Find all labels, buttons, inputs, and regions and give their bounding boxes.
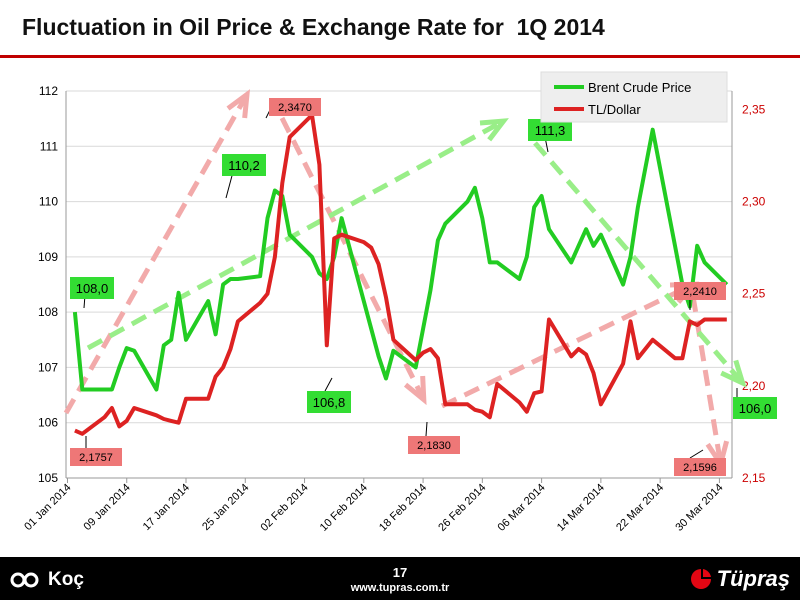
trend-arrow-green-down [533, 141, 742, 382]
tupras-mark-icon [690, 569, 711, 589]
y-right-tick-label: 2,15 [742, 471, 766, 485]
koc-logo-text: Koç [48, 569, 84, 590]
brent-data-label: 106,8 [313, 395, 346, 410]
data-label-leader [225, 171, 234, 199]
slide-title: Fluctuation in Oil Price & Exchange Rate… [22, 14, 605, 40]
title-underline [0, 55, 800, 58]
koc-infinity-icon [10, 572, 39, 588]
page-number: 17 [392, 565, 408, 580]
brent-crude-line [72, 127, 729, 392]
y-left-tick-label: 112 [39, 84, 58, 98]
tl-dollar-line [74, 113, 727, 436]
data-label-box [408, 436, 460, 454]
data-label-box [307, 391, 351, 413]
brent-data-label: 110,2 [228, 158, 260, 173]
data-labels: 108,0 110,2 106,8 111,3 106,0 2,1757 2,3470 2,1… [70, 98, 777, 476]
oil-fx-chart: 105 106 107 108 109 110 111 112 2,15 2,20 2,25 2,30… [0, 58, 800, 555]
y-left-tick-label: 105 [38, 471, 58, 485]
data-label-box [674, 458, 726, 476]
data-label-box [528, 119, 572, 141]
y-left-tick-label: 111 [40, 139, 59, 153]
y-left-tick-label: 109 [38, 250, 58, 264]
data-label-box [269, 98, 321, 116]
legend: Brent Crude Price TL/Dollar [540, 71, 728, 123]
trend-arrow-green-up [86, 120, 502, 351]
brent-data-label: 106,0 [739, 401, 772, 416]
y-right-tick-label: 2,35 [742, 102, 766, 116]
fx-data-label: 2,1596 [683, 462, 717, 474]
data-label-leader [324, 377, 333, 392]
data-label-box [733, 397, 777, 419]
data-label-box [70, 448, 122, 466]
data-label-box [674, 282, 726, 300]
tupras-logo-text: Tüpraş [716, 566, 790, 591]
data-label-leader [425, 421, 428, 437]
trend-arrow-red-down-head [403, 375, 427, 406]
brent-data-label: 108,0 [76, 281, 109, 296]
trend-arrow-green-up-head [479, 118, 509, 142]
legend-label-brent: Brent Crude Price [588, 80, 691, 95]
data-label-box [70, 277, 114, 299]
koc-logo: Koç [8, 568, 84, 592]
y-left-tick-label: 107 [38, 360, 58, 374]
legend-box [540, 71, 728, 123]
fx-data-label: 2,2410 [683, 286, 717, 298]
y-right-tick-label: 2,25 [742, 287, 766, 301]
tupras-logo: Tüpraş [689, 566, 790, 592]
y-right-tick-label: 2,20 [742, 379, 766, 393]
data-label-box [222, 154, 266, 176]
fx-data-label: 2,3470 [278, 102, 312, 114]
footer-bar [0, 557, 800, 600]
fx-data-label: 2,1830 [417, 440, 451, 452]
trend-arrow-green-down-head [720, 359, 747, 388]
y-left-tick-label: 106 [38, 416, 58, 430]
chart-background [0, 58, 800, 555]
y-left-tick-label: 110 [39, 195, 58, 209]
trend-arrow-red-up-head [226, 89, 251, 119]
y-left-tick-label: 108 [38, 305, 58, 319]
website-link[interactable]: www.tupras.com.tr [350, 582, 450, 594]
series-lines [72, 113, 729, 436]
fx-data-label: 2,1757 [79, 452, 113, 464]
brent-data-label: 111,3 [535, 123, 566, 138]
y-right-tick-label: 2,30 [742, 195, 766, 209]
data-label-leader [689, 449, 704, 459]
legend-label-fx: TL/Dollar [588, 102, 641, 117]
trend-arrow-red-up [63, 96, 248, 415]
